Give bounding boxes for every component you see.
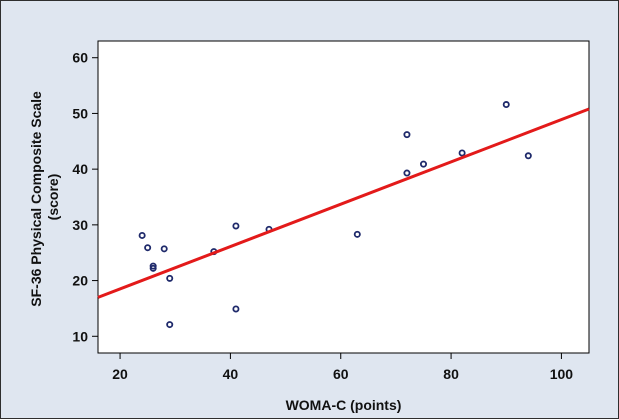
- data-point: [502, 101, 510, 109]
- axis-layer: 20 40 60 80 100 10 20 30 40 50 60: [72, 50, 573, 382]
- data-point: [166, 274, 174, 282]
- x-tick-label: 40: [223, 366, 239, 382]
- data-point: [353, 230, 361, 238]
- data-point: [403, 131, 411, 139]
- x-tick-label: 80: [443, 366, 459, 382]
- x-tick-label: 20: [112, 366, 128, 382]
- y-axis-title-line-2: (score): [45, 174, 61, 221]
- y-tick-label: 20: [72, 273, 88, 289]
- x-tick-label: 60: [333, 366, 349, 382]
- regression-line: [97, 107, 590, 299]
- y-tick-label: 50: [72, 105, 88, 121]
- data-point: [149, 264, 157, 272]
- data-point: [458, 149, 466, 157]
- x-tick-label: 100: [550, 366, 574, 382]
- y-axis-title: SF-36 Physical Composite Scale (score): [28, 87, 61, 306]
- data-point: [232, 305, 240, 313]
- y-tick-label: 10: [72, 328, 88, 344]
- data-point: [166, 321, 174, 329]
- data-point: [144, 244, 152, 252]
- y-axis-title-line-1: SF-36 Physical Composite Scale: [28, 91, 44, 307]
- data-point: [403, 169, 411, 177]
- data-point: [419, 160, 427, 168]
- x-axis-title: WOMA-C (points): [286, 397, 402, 413]
- data-point: [524, 152, 532, 160]
- data-point: [160, 245, 168, 253]
- y-tick-label: 60: [72, 50, 88, 66]
- data-point: [138, 231, 146, 239]
- data-point: [232, 222, 240, 230]
- plot-area: [97, 40, 590, 354]
- y-tick-label: 40: [72, 161, 88, 177]
- y-tick-label: 30: [72, 217, 88, 233]
